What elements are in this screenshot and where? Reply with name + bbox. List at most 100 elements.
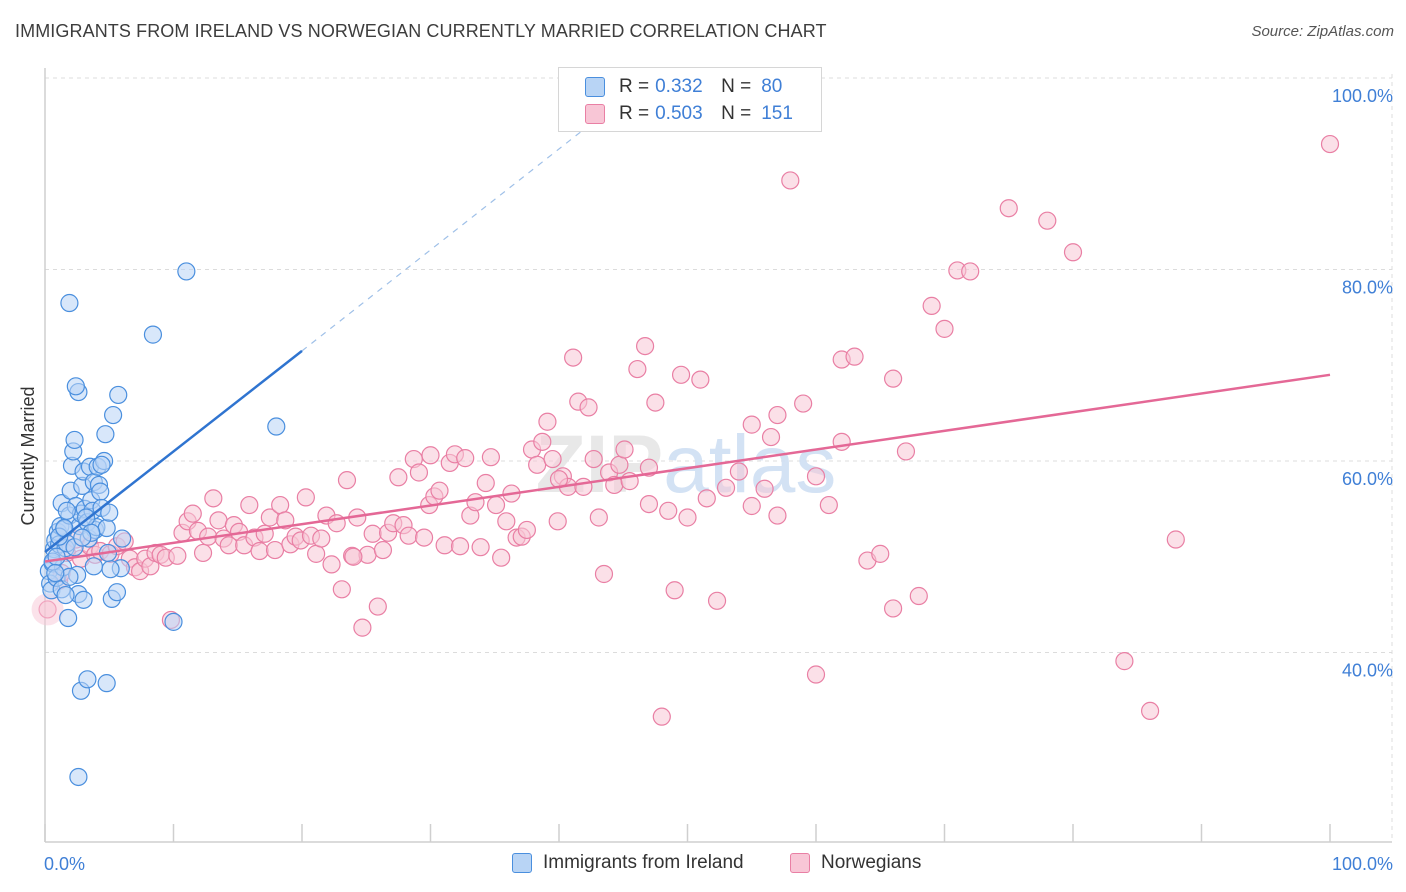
- norwegian-point: [574, 477, 593, 496]
- norwegian-point: [296, 488, 315, 507]
- norwegian-point: [538, 412, 557, 431]
- norwegian-point: [564, 348, 583, 367]
- norwegian-point: [729, 462, 749, 481]
- ireland-point: [104, 405, 123, 425]
- norwegian-point-large: [31, 593, 64, 626]
- watermark: ZIPatlas: [536, 419, 837, 510]
- norwegian-point: [1115, 652, 1134, 671]
- legend-label: Immigrants from Ireland: [543, 852, 744, 873]
- ireland-point: [101, 560, 120, 579]
- norwegian-point: [265, 540, 285, 560]
- norwegian-point: [1063, 243, 1083, 262]
- norwegian-point: [271, 495, 290, 515]
- ireland-point: [92, 455, 111, 474]
- ireland-trend-line: [44, 349, 303, 553]
- chart-title: IMMIGRANTS FROM IRELAND VS NORWEGIAN CUR…: [15, 21, 827, 41]
- norwegian-point: [896, 442, 916, 461]
- norwegian-point: [1140, 701, 1160, 721]
- n-label: N =: [721, 76, 752, 97]
- ireland-point: [65, 430, 84, 450]
- norwegian-point: [399, 526, 418, 545]
- norwegian-point: [466, 493, 485, 512]
- n-label: N =: [721, 103, 752, 124]
- norwegian-point: [373, 540, 393, 560]
- ireland-point: [84, 557, 103, 576]
- norwegian-point: [368, 597, 387, 616]
- norwegian-point: [543, 449, 562, 469]
- norwegian-point: [183, 504, 202, 523]
- norwegian-point: [240, 495, 259, 515]
- ireland-point: [143, 325, 163, 344]
- pink-swatch: [790, 853, 810, 873]
- ireland-point: [91, 482, 110, 501]
- blue-swatch: [585, 77, 605, 97]
- norwegian-point: [456, 449, 475, 468]
- norwegian-point: [742, 496, 761, 516]
- norwegian-point: [353, 618, 372, 637]
- ireland-point: [60, 293, 79, 313]
- n-value: 151: [761, 103, 793, 124]
- norwegian-point: [646, 393, 665, 412]
- legend-row-norwegians: R = 0.503 N = 151: [585, 102, 793, 126]
- norwegian-point: [476, 473, 495, 493]
- norwegian-point: [819, 495, 838, 515]
- norwegian-point: [517, 520, 536, 540]
- legend-item-ireland[interactable]: Immigrants from Ireland: [512, 852, 744, 874]
- grid-layer: [45, 74, 1393, 842]
- legend-item-norwegians[interactable]: Norwegians: [790, 852, 921, 874]
- ireland-point: [107, 583, 127, 602]
- tick-labels: 40.0% 60.0% 80.0% 100.0% 0.0% 100.0% Currently…: [18, 86, 1393, 874]
- norwegian-point: [528, 455, 547, 474]
- ireland-point: [69, 767, 88, 787]
- norwegian-point: [312, 529, 331, 548]
- norwegian-point: [307, 544, 326, 563]
- norwegian-point: [883, 369, 903, 388]
- x-tick-label: 100.0%: [1332, 854, 1393, 874]
- norwegian-point: [639, 494, 659, 514]
- norwegian-point: [761, 427, 781, 447]
- norwegian-point: [363, 524, 382, 543]
- norwegian-point: [871, 544, 890, 563]
- norwegian-point: [168, 546, 187, 565]
- norwegian-point: [615, 440, 634, 459]
- axis-layer: [44, 68, 1392, 843]
- norwegian-point: [1038, 211, 1057, 230]
- y-tick-label: 80.0%: [1342, 278, 1393, 298]
- norwegian-point: [652, 707, 671, 726]
- norwegian-point: [486, 495, 506, 515]
- legend-row-ireland: R = 0.332 N = 80: [585, 75, 782, 99]
- r-label: R =: [619, 103, 650, 124]
- norwegian-point: [430, 481, 449, 500]
- norwegian-point: [909, 586, 928, 606]
- norwegian-point: [332, 580, 351, 599]
- y-tick-label: 40.0%: [1342, 661, 1393, 681]
- norwegian-point: [697, 489, 716, 508]
- y-tick-label: 60.0%: [1342, 469, 1393, 489]
- ireland-point: [57, 501, 76, 520]
- norwegian-point: [635, 337, 655, 356]
- norwegian-point: [497, 512, 516, 531]
- norwegian-point: [589, 508, 608, 527]
- norwegian-point: [659, 501, 678, 520]
- norwegian-point: [579, 398, 598, 417]
- norwegian-point: [707, 591, 727, 610]
- norwegian-point: [450, 537, 470, 556]
- r-value: 0.503: [655, 103, 703, 124]
- norwegian-point: [1320, 134, 1340, 154]
- norwegian-point: [409, 463, 429, 482]
- norwegian-point: [322, 555, 341, 574]
- ireland-point: [164, 612, 183, 631]
- norwegian-point: [671, 365, 691, 384]
- r-value: 0.332: [655, 76, 703, 97]
- norwegian-point: [665, 581, 684, 600]
- norwegian-point: [628, 359, 647, 379]
- norwegian-point: [481, 448, 500, 467]
- ireland-points: [39, 262, 286, 787]
- ireland-point: [66, 377, 85, 396]
- norwegian-point: [961, 262, 980, 281]
- norwegian-point: [533, 432, 552, 451]
- source-credit: Source: ZipAtlas.com: [1251, 23, 1394, 40]
- norwegian-point: [548, 512, 567, 531]
- ireland-point: [97, 674, 116, 693]
- norwegian-point: [999, 199, 1018, 218]
